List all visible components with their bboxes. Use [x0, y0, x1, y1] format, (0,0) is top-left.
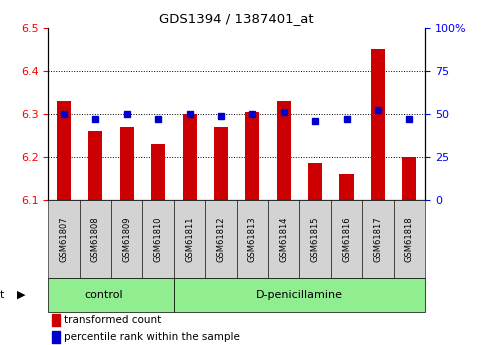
Bar [80, 200, 111, 278]
Text: GSM61815: GSM61815 [311, 216, 320, 262]
Bar [48, 278, 174, 312]
Bar [268, 200, 299, 278]
Bar [52, 314, 60, 326]
Text: transformed count: transformed count [64, 315, 161, 325]
Bar [183, 114, 197, 200]
Text: GSM61810: GSM61810 [154, 216, 163, 262]
Text: ▶: ▶ [17, 290, 26, 300]
Text: percentile rank within the sample: percentile rank within the sample [64, 333, 240, 342]
Text: agent: agent [0, 290, 5, 300]
Bar [57, 101, 71, 200]
Bar [308, 164, 322, 200]
Bar [394, 200, 425, 278]
Title: GDS1394 / 1387401_at: GDS1394 / 1387401_at [159, 12, 314, 25]
Bar [237, 200, 268, 278]
Bar [88, 131, 102, 200]
Bar [299, 200, 331, 278]
Text: control: control [84, 290, 123, 300]
Bar [402, 157, 416, 200]
Text: GSM61808: GSM61808 [91, 216, 100, 262]
Bar [48, 200, 80, 278]
Bar [120, 127, 134, 200]
Text: GSM61817: GSM61817 [373, 216, 383, 262]
Text: GSM61811: GSM61811 [185, 216, 194, 262]
Text: GSM61807: GSM61807 [59, 216, 69, 262]
Bar [174, 278, 425, 312]
Text: GSM61809: GSM61809 [122, 216, 131, 262]
Bar [371, 49, 385, 200]
Bar [331, 200, 362, 278]
Bar [111, 200, 142, 278]
Text: GSM61813: GSM61813 [248, 216, 257, 262]
Bar [52, 331, 60, 343]
Bar [340, 174, 354, 200]
Text: GSM61814: GSM61814 [279, 216, 288, 262]
Bar [142, 200, 174, 278]
Text: GSM61816: GSM61816 [342, 216, 351, 262]
Bar [245, 112, 259, 200]
Bar [205, 200, 237, 278]
Text: GSM61812: GSM61812 [216, 216, 226, 262]
Bar [214, 127, 228, 200]
Bar [277, 101, 291, 200]
Bar [174, 200, 205, 278]
Bar [362, 200, 394, 278]
Text: GSM61818: GSM61818 [405, 216, 414, 262]
Bar [151, 144, 165, 200]
Text: D-penicillamine: D-penicillamine [256, 290, 343, 300]
